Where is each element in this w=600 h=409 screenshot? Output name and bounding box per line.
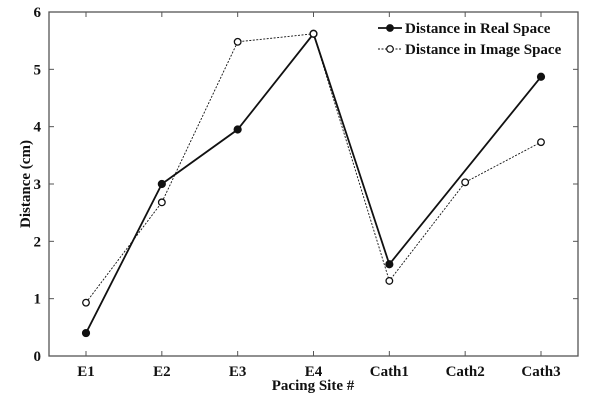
x-tick-label: E2 — [153, 364, 171, 380]
x-tick-label: E4 — [305, 364, 323, 380]
x-tick-label: Cath2 — [446, 364, 485, 380]
legend-open-marker-icon — [386, 45, 394, 53]
open-circle-marker — [309, 29, 318, 38]
y-tick-label: 4 — [34, 120, 42, 136]
filled-circle-marker — [536, 72, 546, 81]
filled-circle-marker — [157, 179, 166, 189]
open-circle-marker — [233, 37, 242, 46]
real-space-line — [85, 31, 542, 334]
y-tick-label: 1 — [34, 292, 42, 308]
open-circle-marker — [385, 276, 394, 285]
open-circle-marker — [537, 138, 545, 147]
x-tick-label: E1 — [77, 364, 95, 380]
y-tick-label: 3 — [34, 177, 42, 193]
open-circle-marker — [157, 198, 166, 207]
image-space-line — [85, 33, 542, 303]
filled-circle-marker — [81, 328, 91, 338]
y-tick-label: 0 — [34, 349, 42, 365]
x-tick-label: Cath3 — [521, 364, 560, 380]
legend-entry: Distance in Image Space — [405, 42, 562, 58]
legend: Distance in Real Space Distance in Image … — [378, 21, 562, 58]
filled-circle-marker — [385, 260, 394, 269]
y-axis-title: Distance (cm) — [18, 140, 34, 228]
y-axis: 0 1 2 3 4 5 6 — [34, 5, 578, 365]
x-tick-label: Cath1 — [370, 364, 409, 380]
legend-filled-marker-icon — [386, 24, 394, 32]
y-tick-label: 5 — [34, 62, 42, 78]
plot-frame — [48, 11, 579, 357]
x-axis: E1 E2 E3 E4 Cath1 Cath2 Cath3 — [77, 12, 561, 380]
open-circle-marker — [461, 178, 470, 187]
x-tick-label: E3 — [229, 364, 247, 380]
series-group — [81, 29, 546, 338]
legend-entry: Distance in Real Space — [405, 21, 551, 37]
open-circle-marker — [82, 298, 90, 307]
filled-circle-marker — [233, 125, 242, 134]
y-tick-label: 2 — [34, 234, 42, 250]
x-axis-title: Pacing Site # — [272, 378, 355, 394]
y-tick-label: 6 — [34, 5, 42, 21]
